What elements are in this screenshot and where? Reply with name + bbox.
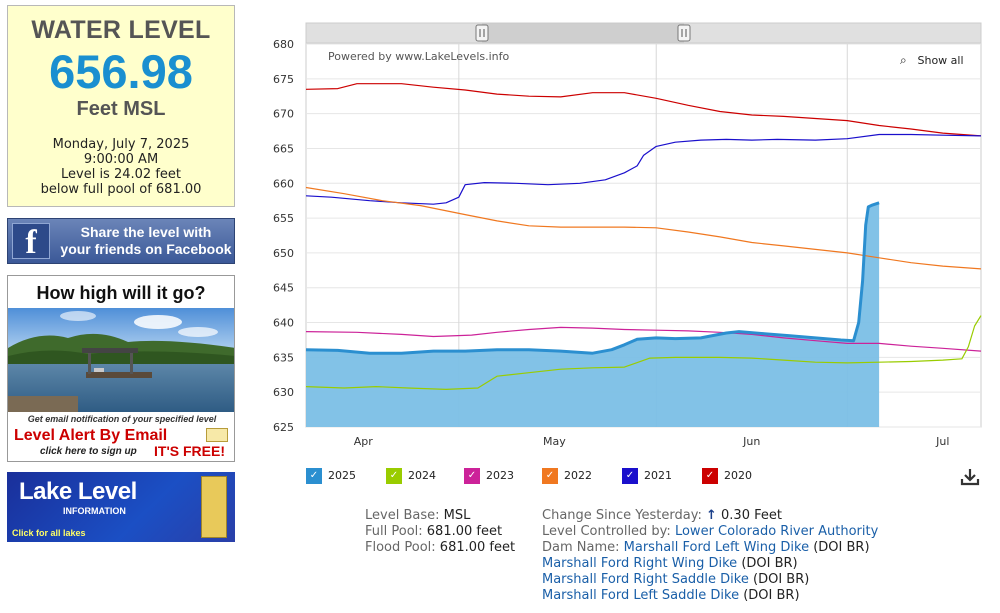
checkbox-icon[interactable]: ✓ (622, 468, 638, 484)
full-pool-text: below full pool of 681.00 (40, 182, 202, 197)
legend-label: 2024 (408, 469, 436, 482)
x-tick-label: Apr (354, 435, 374, 448)
legend-label: 2022 (564, 469, 592, 482)
level-base-value: MSL (443, 508, 471, 523)
y-tick-label: 655 (273, 212, 294, 225)
y-tick-label: 635 (273, 351, 294, 364)
lake-banner-title: Lake Level (19, 478, 137, 505)
level-base-info: Level Base: MSL Full Pool: 681.00 feet F… (365, 508, 515, 556)
facebook-icon: f (12, 223, 50, 261)
controlled-by-link[interactable]: Lower Colorado River Authority (674, 524, 879, 539)
y-tick-label: 680 (273, 38, 294, 51)
series-line-2020 (305, 83, 982, 137)
reading-date: Monday, July 7, 2025 (52, 137, 190, 152)
magnifier-minus-icon: ⌕ (900, 53, 907, 67)
water-level-title: WATER LEVEL (31, 16, 211, 44)
reading-time: 9:00:00 AM (83, 152, 159, 167)
series-line-2022 (305, 186, 982, 270)
y-tick-label: 660 (273, 177, 294, 190)
x-tick-label: Jun (742, 435, 760, 448)
series-line-2025 (305, 201, 880, 355)
chart-legend: ✓ 2025 ✓ 2024 ✓ 2023 ✓ 2022 ✓ 2021 ✓ 2020 (306, 467, 776, 487)
y-tick-label: 640 (273, 317, 294, 330)
y-tick-label: 665 (273, 142, 294, 155)
x-tick-label: May (543, 435, 566, 448)
water-level-panel: WATER LEVEL 656.98 Feet MSL Monday, July… (7, 5, 235, 207)
alert-note: Get email notification of your specified… (27, 414, 217, 424)
y-tick-label: 670 (273, 108, 294, 121)
level-alert-banner[interactable]: How high will it go? Get email notificat… (7, 275, 235, 462)
dam-info: Change Since Yesterday: ↑ 0.30 Feet Leve… (542, 508, 878, 604)
checkbox-icon[interactable]: ✓ (542, 468, 558, 484)
alert-main-text: Level Alert By Email (14, 427, 168, 444)
dam-link[interactable]: Marshall Ford Right Saddle Dike (542, 572, 749, 587)
legend-label: 2025 (328, 469, 356, 482)
checkbox-icon[interactable]: ✓ (386, 468, 402, 484)
change-label: Change Since Yesterday: (542, 508, 702, 523)
series-area-2025 (306, 202, 880, 427)
alert-free-text: IT'S FREE! (154, 443, 225, 459)
legend-label: 2020 (724, 469, 752, 482)
controlled-label: Level Controlled by: (542, 524, 671, 539)
dam-agency: (DOI BR) (743, 588, 800, 603)
facebook-share-line2: your friends on Facebook (60, 241, 232, 257)
level-below-text: Level is 24.02 feet (61, 167, 181, 182)
dam-link[interactable]: Marshall Ford Left Saddle Dike (542, 588, 740, 603)
legend-label: 2021 (644, 469, 672, 482)
facebook-share-line1: Share the level with (80, 224, 212, 240)
ruler-icon (201, 476, 227, 538)
x-tick-label: Jul (935, 435, 949, 448)
navigator-handle-right[interactable] (677, 24, 691, 42)
powered-by-text: Powered by www.LakeLevels.info (328, 50, 510, 63)
show-all-label: Show all (917, 54, 964, 67)
series-line-2024 (305, 315, 982, 390)
dam-agency: (DOI BR) (813, 540, 870, 555)
envelope-icon (206, 428, 228, 442)
y-tick-label: 625 (273, 421, 294, 434)
full-pool-label: Full Pool: (365, 524, 423, 539)
checkbox-icon[interactable]: ✓ (702, 468, 718, 484)
navigator-range[interactable] (482, 23, 684, 43)
alert-heading: How high will it go? (36, 283, 206, 303)
alert-signup-link: click here to sign up (40, 446, 137, 457)
dam-link[interactable]: Marshall Ford Left Wing Dike (623, 540, 810, 555)
y-tick-label: 630 (273, 386, 294, 399)
dam-agency: (DOI BR) (753, 572, 810, 587)
water-level-chart: 680 675 670 665 660 655 650 645 640 635 630 625 Apr M… (258, 18, 1000, 493)
water-level-unit: Feet MSL (76, 98, 166, 120)
y-tick-label: 675 (273, 73, 294, 86)
water-level-value: 656.98 (49, 45, 193, 98)
dam-agency: (DOI BR) (741, 556, 798, 571)
checkbox-icon[interactable]: ✓ (464, 468, 480, 484)
series-line-2021 (305, 133, 982, 205)
show-all-button[interactable]: ⌕ Show all (900, 53, 964, 68)
dam-link[interactable]: Marshall Ford Right Wing Dike (542, 556, 738, 571)
lake-dock-photo (8, 308, 234, 412)
flood-pool-value: 681.00 feet (439, 540, 516, 555)
water-level-details: Monday, July 7, 2025 9:00:00 AM Level is… (8, 137, 234, 197)
facebook-share-text: Share the level with your friends on Fac… (58, 224, 234, 258)
y-tick-label: 650 (273, 247, 294, 260)
facebook-share-banner[interactable]: f Share the level with your friends on F… (7, 218, 235, 264)
legend-label: 2023 (486, 469, 514, 482)
lake-banner-subtitle: INFORMATION (63, 506, 126, 516)
checkbox-icon[interactable]: ✓ (306, 468, 322, 484)
flood-pool-label: Flood Pool: (365, 540, 436, 555)
download-icon[interactable] (960, 468, 980, 486)
full-pool-value: 681.00 feet (426, 524, 503, 539)
chart-canvas: 680 675 670 665 660 655 650 645 640 635 630 625 Apr M… (273, 22, 982, 448)
lake-banner-link: Click for all lakes (12, 528, 86, 538)
y-tick-label: 645 (273, 282, 294, 295)
lake-level-info-banner[interactable]: Lake Level INFORMATION Click for all lak… (7, 472, 235, 542)
dam-name-label: Dam Name: (542, 540, 620, 555)
level-base-label: Level Base: (365, 508, 440, 523)
series-line-2023 (305, 326, 982, 352)
change-value: 0.30 Feet (721, 508, 782, 523)
up-arrow-icon: ↑ (705, 508, 717, 523)
navigator-handle-left[interactable] (475, 24, 489, 42)
